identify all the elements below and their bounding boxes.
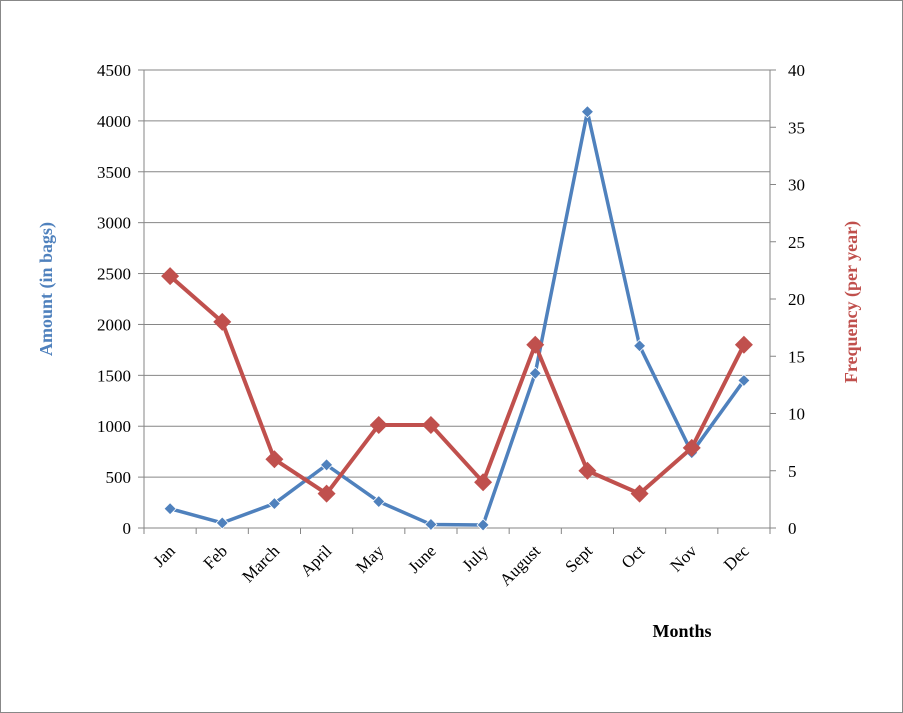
series-1-point — [267, 497, 281, 511]
gridlines — [144, 69, 770, 478]
left-y-tick-label: 0 — [123, 519, 132, 538]
series-2-point — [317, 484, 336, 503]
series-1-point — [633, 339, 647, 353]
right-y-tick-label: 40 — [788, 61, 805, 80]
series-line-2 — [168, 274, 746, 496]
x-tick-label: Dec — [720, 541, 753, 574]
series-1-point — [320, 458, 334, 472]
left-y-tick-label: 3000 — [97, 214, 131, 233]
right-y-tick-label: 5 — [788, 462, 797, 481]
right-y-tick-label: 20 — [788, 290, 805, 309]
right-y-axis-title: Frequency (per year) — [841, 221, 862, 383]
x-tick-label: Sept — [561, 541, 596, 576]
left-y-tick-label: 4000 — [97, 112, 131, 131]
x-tick-label: April — [297, 541, 336, 580]
series-1-point — [372, 494, 386, 509]
right-y-tick-label: 35 — [788, 118, 805, 137]
left-y-tick-label: 1000 — [97, 417, 131, 436]
right-y-tick-label: 10 — [788, 405, 805, 424]
series-2-point — [265, 450, 284, 469]
series-2-point — [734, 335, 753, 354]
x-tick-label: May — [352, 541, 388, 577]
x-tick-label: Oct — [618, 541, 649, 572]
series-2-point — [213, 312, 232, 331]
right-y-tick-labels: 0 5 10 15 20 25 30 35 40 — [788, 61, 805, 538]
left-y-tick-label: 1500 — [97, 366, 131, 385]
right-y-tick-label: 25 — [788, 233, 805, 252]
left-y-tick-label: 2000 — [97, 315, 131, 334]
x-tick-label: March — [238, 541, 283, 586]
left-y-axis-title: Amount (in bags) — [36, 222, 57, 356]
x-tick-label: July — [458, 541, 492, 575]
series-1-point — [424, 517, 438, 532]
right-y-tick-label: 0 — [788, 519, 797, 538]
left-y-tick-label: 4500 — [97, 61, 131, 80]
x-axis-title: Months — [652, 621, 711, 641]
left-y-tick-label: 3500 — [97, 163, 131, 182]
left-y-tick-labels: 0 500 1000 1500 2000 2500 3000 3500 4000 4500 — [97, 61, 131, 538]
series-1-point — [163, 502, 177, 516]
series-2-point — [474, 473, 493, 492]
series-2-point — [161, 267, 180, 286]
series-2-point — [421, 415, 440, 434]
x-tick-label: Feb — [200, 541, 231, 572]
series-1-point — [528, 366, 542, 380]
x-tick-label: August — [496, 541, 544, 589]
x-tick-label: Nov — [666, 541, 700, 575]
series-2-point — [630, 484, 649, 503]
series-2-point — [682, 438, 701, 457]
series-1-point — [737, 373, 751, 387]
series-2-point — [369, 415, 388, 434]
series-2-point — [526, 335, 545, 354]
axes — [138, 69, 776, 534]
right-y-tick-label: 30 — [788, 176, 805, 195]
series-2-point — [578, 461, 597, 480]
x-tick-label: June — [404, 541, 439, 576]
x-tick-label: Jan — [149, 541, 179, 571]
right-y-tick-label: 15 — [788, 347, 805, 366]
series-line-1 — [169, 109, 746, 527]
series-1-point — [215, 516, 229, 530]
x-tick-labels: Jan Feb March April May June July August Sept Oct… — [149, 541, 753, 590]
series-1-point — [580, 105, 594, 119]
left-y-tick-label: 500 — [106, 468, 132, 487]
series-1-point — [476, 518, 490, 532]
left-y-tick-label: 2500 — [97, 265, 131, 284]
series — [161, 105, 753, 532]
